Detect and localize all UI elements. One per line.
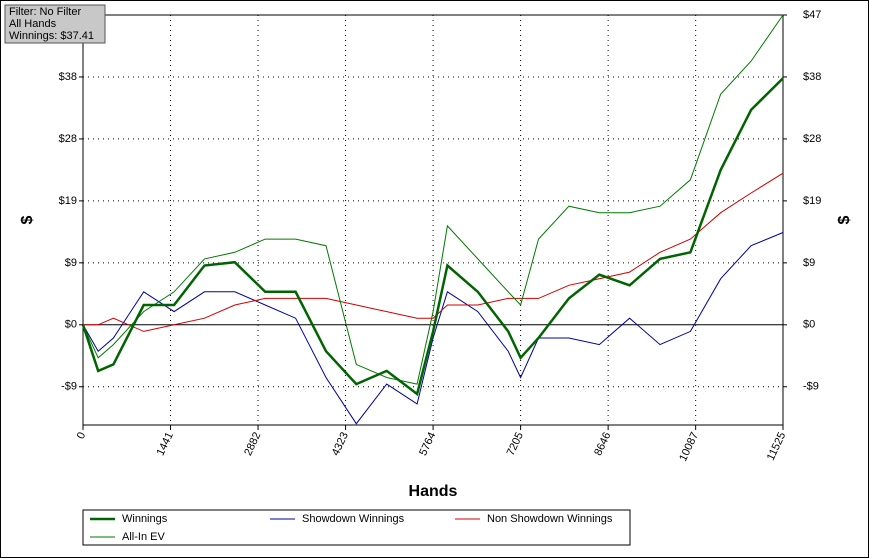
grid bbox=[82, 15, 784, 425]
x-tick-label: 0 bbox=[75, 430, 88, 441]
info-text: All Hands bbox=[9, 18, 57, 30]
legend-label: All-In EV bbox=[122, 531, 165, 543]
series-line bbox=[81, 77, 784, 397]
legend-label: Winnings bbox=[122, 513, 168, 525]
y2-tick-label: $28 bbox=[803, 133, 821, 145]
y2-tick-label: $38 bbox=[803, 71, 821, 83]
legend-label: Showdown Winnings bbox=[302, 513, 405, 525]
y-tick-label: -$9 bbox=[61, 381, 77, 393]
x-axis-label: Hands bbox=[409, 483, 458, 500]
y-tick-label: $38 bbox=[59, 71, 77, 83]
series-line bbox=[82, 14, 784, 385]
y2-tick-label: $9 bbox=[803, 257, 815, 269]
info-text: Filter: No Filter bbox=[9, 6, 81, 18]
legend-label: Non Showdown Winnings bbox=[487, 513, 613, 525]
series-line bbox=[82, 232, 784, 425]
y2-tick-label: $47 bbox=[803, 9, 821, 21]
y-tick-label: $9 bbox=[65, 257, 77, 269]
y-tick-label: $28 bbox=[59, 133, 77, 145]
legend bbox=[82, 509, 631, 546]
series-line bbox=[83, 172, 784, 332]
y2-tick-label: -$9 bbox=[803, 381, 819, 393]
y-tick-label: $0 bbox=[65, 319, 77, 331]
y-tick-label: $19 bbox=[59, 195, 77, 207]
y2-axis-label: $ bbox=[836, 215, 853, 224]
info-text: Winnings: $37.41 bbox=[9, 30, 94, 42]
y2-tick-label: $19 bbox=[803, 195, 821, 207]
y-axis-label: $ bbox=[19, 215, 36, 224]
y2-tick-label: $0 bbox=[803, 319, 815, 331]
info-box bbox=[4, 4, 106, 44]
lines bbox=[81, 14, 784, 425]
